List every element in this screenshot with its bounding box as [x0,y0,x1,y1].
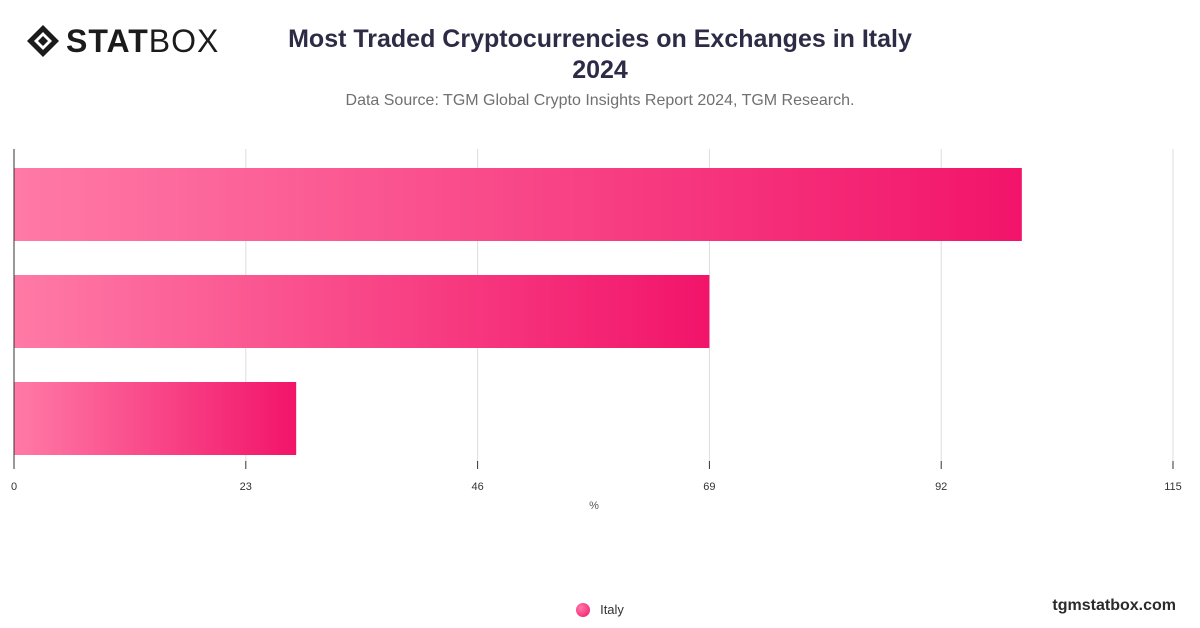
legend-label-italy: Italy [600,602,624,617]
diamond-logo-icon [27,25,59,57]
axis-layer: 0 23 46 69 92 115 [11,149,1182,493]
logo-text-light: BOX [148,23,220,59]
chart-title-line1: Most Traded Cryptocurrencies on Exchange… [288,25,912,53]
logo-text-bold: STAT [66,23,149,59]
footer-brand: tgmstatbox.com [1052,597,1176,614]
logo-text: STATBOX [66,25,219,57]
x-axis-label: % [589,500,599,512]
chart-title: Most Traded Cryptocurrencies on Exchange… [250,24,950,86]
statbox-logo: STATBOX [26,24,219,58]
bar-2[interactable] [14,275,710,348]
bar-1[interactable] [14,168,1022,241]
x-tick-label: 92 [935,481,947,493]
chart-title-line2: 2024 [572,56,628,84]
x-tick-label: 69 [703,481,715,493]
x-tick-label: 0 [11,481,17,493]
x-tick-label: 46 [471,481,483,493]
legend-marker-italy [576,602,591,617]
legend[interactable]: Italy [0,602,1200,617]
x-tick-label: 23 [240,481,252,493]
x-tick-label: 115 [1164,481,1182,493]
chart-subtitle: Data Source: TGM Global Crypto Insights … [345,92,855,109]
bar-layer [14,168,1022,455]
bar-3[interactable] [14,382,297,455]
